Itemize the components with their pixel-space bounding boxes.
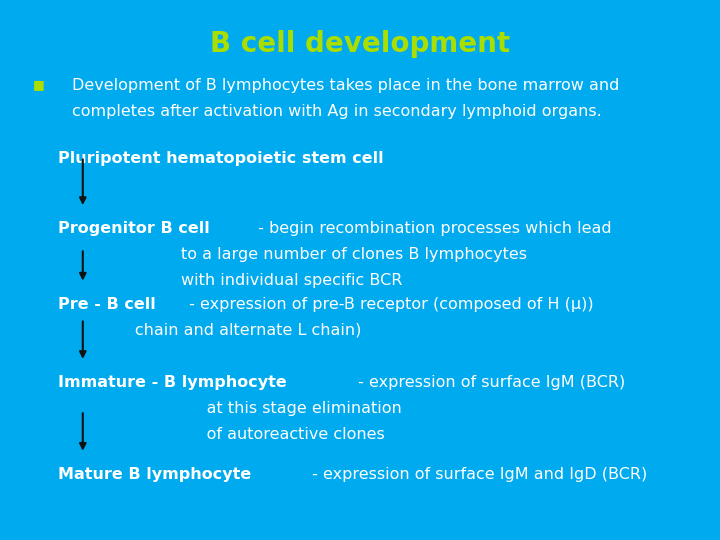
Text: B cell development: B cell development [210,30,510,58]
Text: Immature - B lymphocyte: Immature - B lymphocyte [58,375,287,390]
Text: to a large number of clones B lymphocytes: to a large number of clones B lymphocyte… [58,247,526,262]
Text: - begin recombination processes which lead: - begin recombination processes which le… [253,221,612,237]
Text: Development of B lymphocytes takes place in the bone marrow and: Development of B lymphocytes takes place… [72,78,619,93]
Text: Pre - B cell: Pre - B cell [58,297,156,312]
Text: - expression of surface IgM and IgD (BCR): - expression of surface IgM and IgD (BCR… [307,467,647,482]
Text: of autoreactive clones: of autoreactive clones [58,427,384,442]
Text: completes after activation with Ag in secondary lymphoid organs.: completes after activation with Ag in se… [72,104,602,119]
Text: Progenitor B cell: Progenitor B cell [58,221,210,237]
Text: - expression of surface IgM (BCR): - expression of surface IgM (BCR) [353,375,625,390]
Text: ■: ■ [32,78,44,91]
Text: with individual specific BCR: with individual specific BCR [58,273,402,288]
Text: - expression of pre-B receptor (composed of H (μ)): - expression of pre-B receptor (composed… [184,297,593,312]
Text: at this stage elimination: at this stage elimination [58,401,401,416]
Text: chain and alternate L chain): chain and alternate L chain) [58,323,361,338]
Text: Mature B lymphocyte: Mature B lymphocyte [58,467,251,482]
Text: Pluripotent hematopoietic stem cell: Pluripotent hematopoietic stem cell [58,151,383,166]
